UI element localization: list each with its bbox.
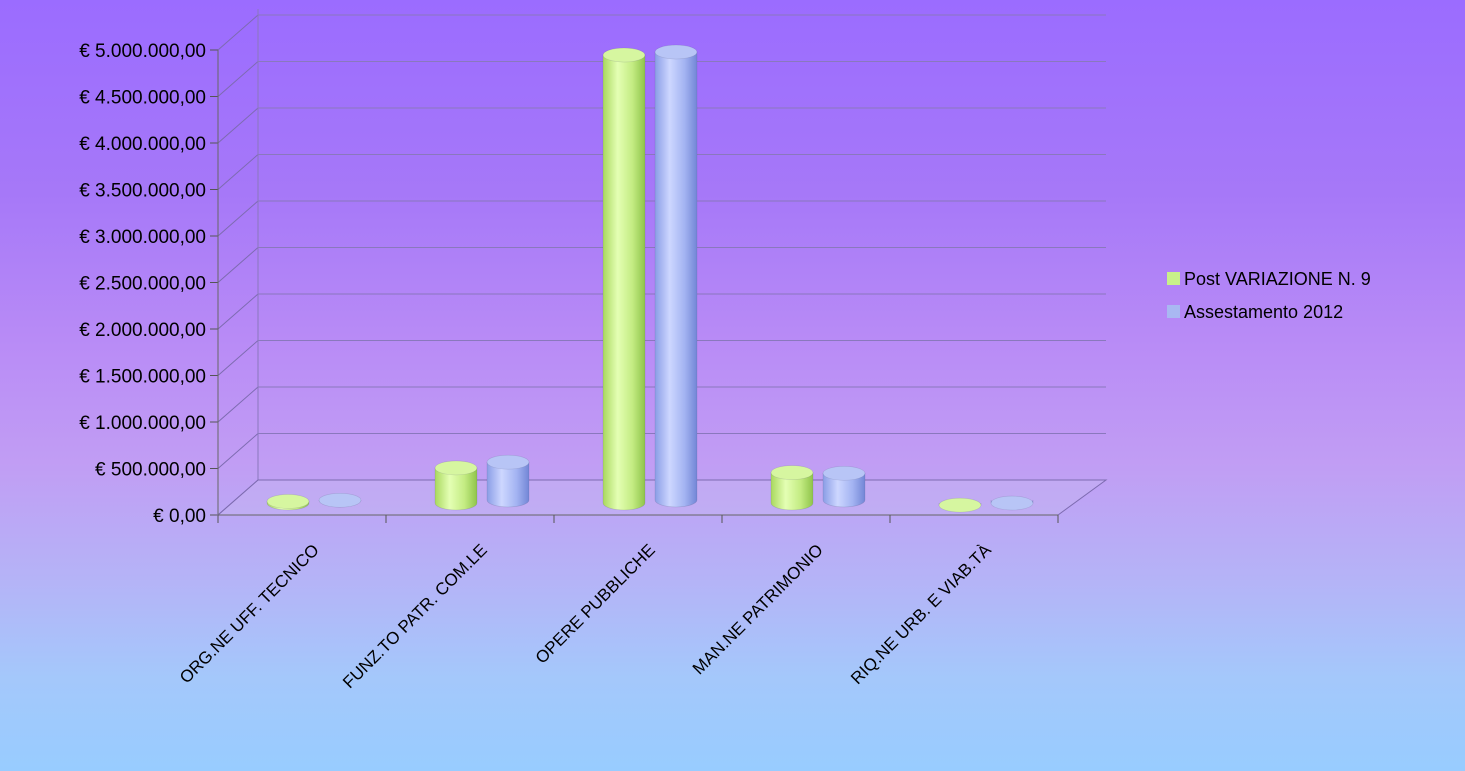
y-tick-label: € 3.000.000,00 [79, 227, 206, 248]
gridline-side [217, 433, 259, 469]
bar-top [318, 492, 362, 508]
bar-top [486, 454, 530, 470]
gridline-side [217, 107, 259, 144]
bar-assestamento [654, 44, 698, 508]
bar-body [654, 51, 698, 508]
bar-assestamento [822, 466, 866, 508]
bar-top [434, 460, 478, 476]
bar-body [770, 472, 814, 511]
legend-item: Assestamento 2012 [1167, 302, 1343, 322]
x-tick-label: RIQ.NE URB. E VIAB.TÀ [847, 540, 995, 688]
y-tick-label: € 4.500.000,00 [79, 88, 206, 109]
bar-body [822, 473, 866, 508]
y-tick-label: € 4.000.000,00 [79, 134, 206, 155]
bar-top [266, 494, 310, 509]
legend-swatch [1167, 272, 1180, 285]
bar-assestamento [318, 492, 362, 508]
gridline-side [217, 340, 259, 376]
legend-item: Post VARIAZIONE N. 9 [1167, 269, 1371, 289]
bar-post-variazione [266, 494, 310, 511]
gridline-side [217, 293, 259, 330]
y-tick-label: € 1.000.000,00 [79, 413, 206, 434]
gridline-side [217, 200, 259, 237]
y-tick-label: € 2.500.000,00 [79, 274, 206, 295]
bar-body [602, 54, 646, 511]
bar-assestamento [990, 495, 1034, 511]
bar-body [434, 467, 478, 511]
y-tick-label: € 1.500.000,00 [79, 367, 206, 388]
bar-top [990, 495, 1034, 511]
bar-top [602, 47, 646, 63]
legend-label: Assestamento 2012 [1184, 302, 1343, 322]
bar-top [938, 497, 982, 513]
gridline-side [217, 386, 259, 423]
gridline-side [217, 14, 259, 51]
bar-post-variazione [770, 465, 814, 511]
bar-top [822, 466, 866, 481]
legend-swatch [1167, 305, 1180, 318]
x-tick-label: ORG.NE UFF. TECNICO [176, 540, 323, 687]
bar-post-variazione [434, 460, 478, 511]
x-tick-label: FUNZ.TO PATR. COM.LE [339, 540, 491, 692]
y-tick-label: € 0,00 [153, 506, 206, 527]
gridline-side [217, 61, 259, 97]
bar-top [654, 44, 698, 60]
legend-label: Post VARIAZIONE N. 9 [1184, 269, 1371, 289]
x-tick-label: MAN.NE PATRIMONIO [689, 540, 827, 678]
y-tick-label: € 3.500.000,00 [79, 181, 206, 202]
x-tick-label: OPERE PUBBLICHE [532, 540, 659, 667]
y-tick-label: € 2.000.000,00 [79, 320, 206, 341]
bar-body [486, 461, 530, 508]
bar-post-variazione [602, 47, 646, 511]
bar-top [770, 465, 814, 480]
bar-post-variazione [938, 497, 982, 513]
gridline-side [217, 154, 259, 190]
y-tick-label: € 5.000.000,00 [79, 41, 206, 62]
bar-assestamento [486, 454, 530, 508]
y-tick-label: € 500.000,00 [95, 460, 206, 481]
gridline-side [217, 247, 259, 283]
